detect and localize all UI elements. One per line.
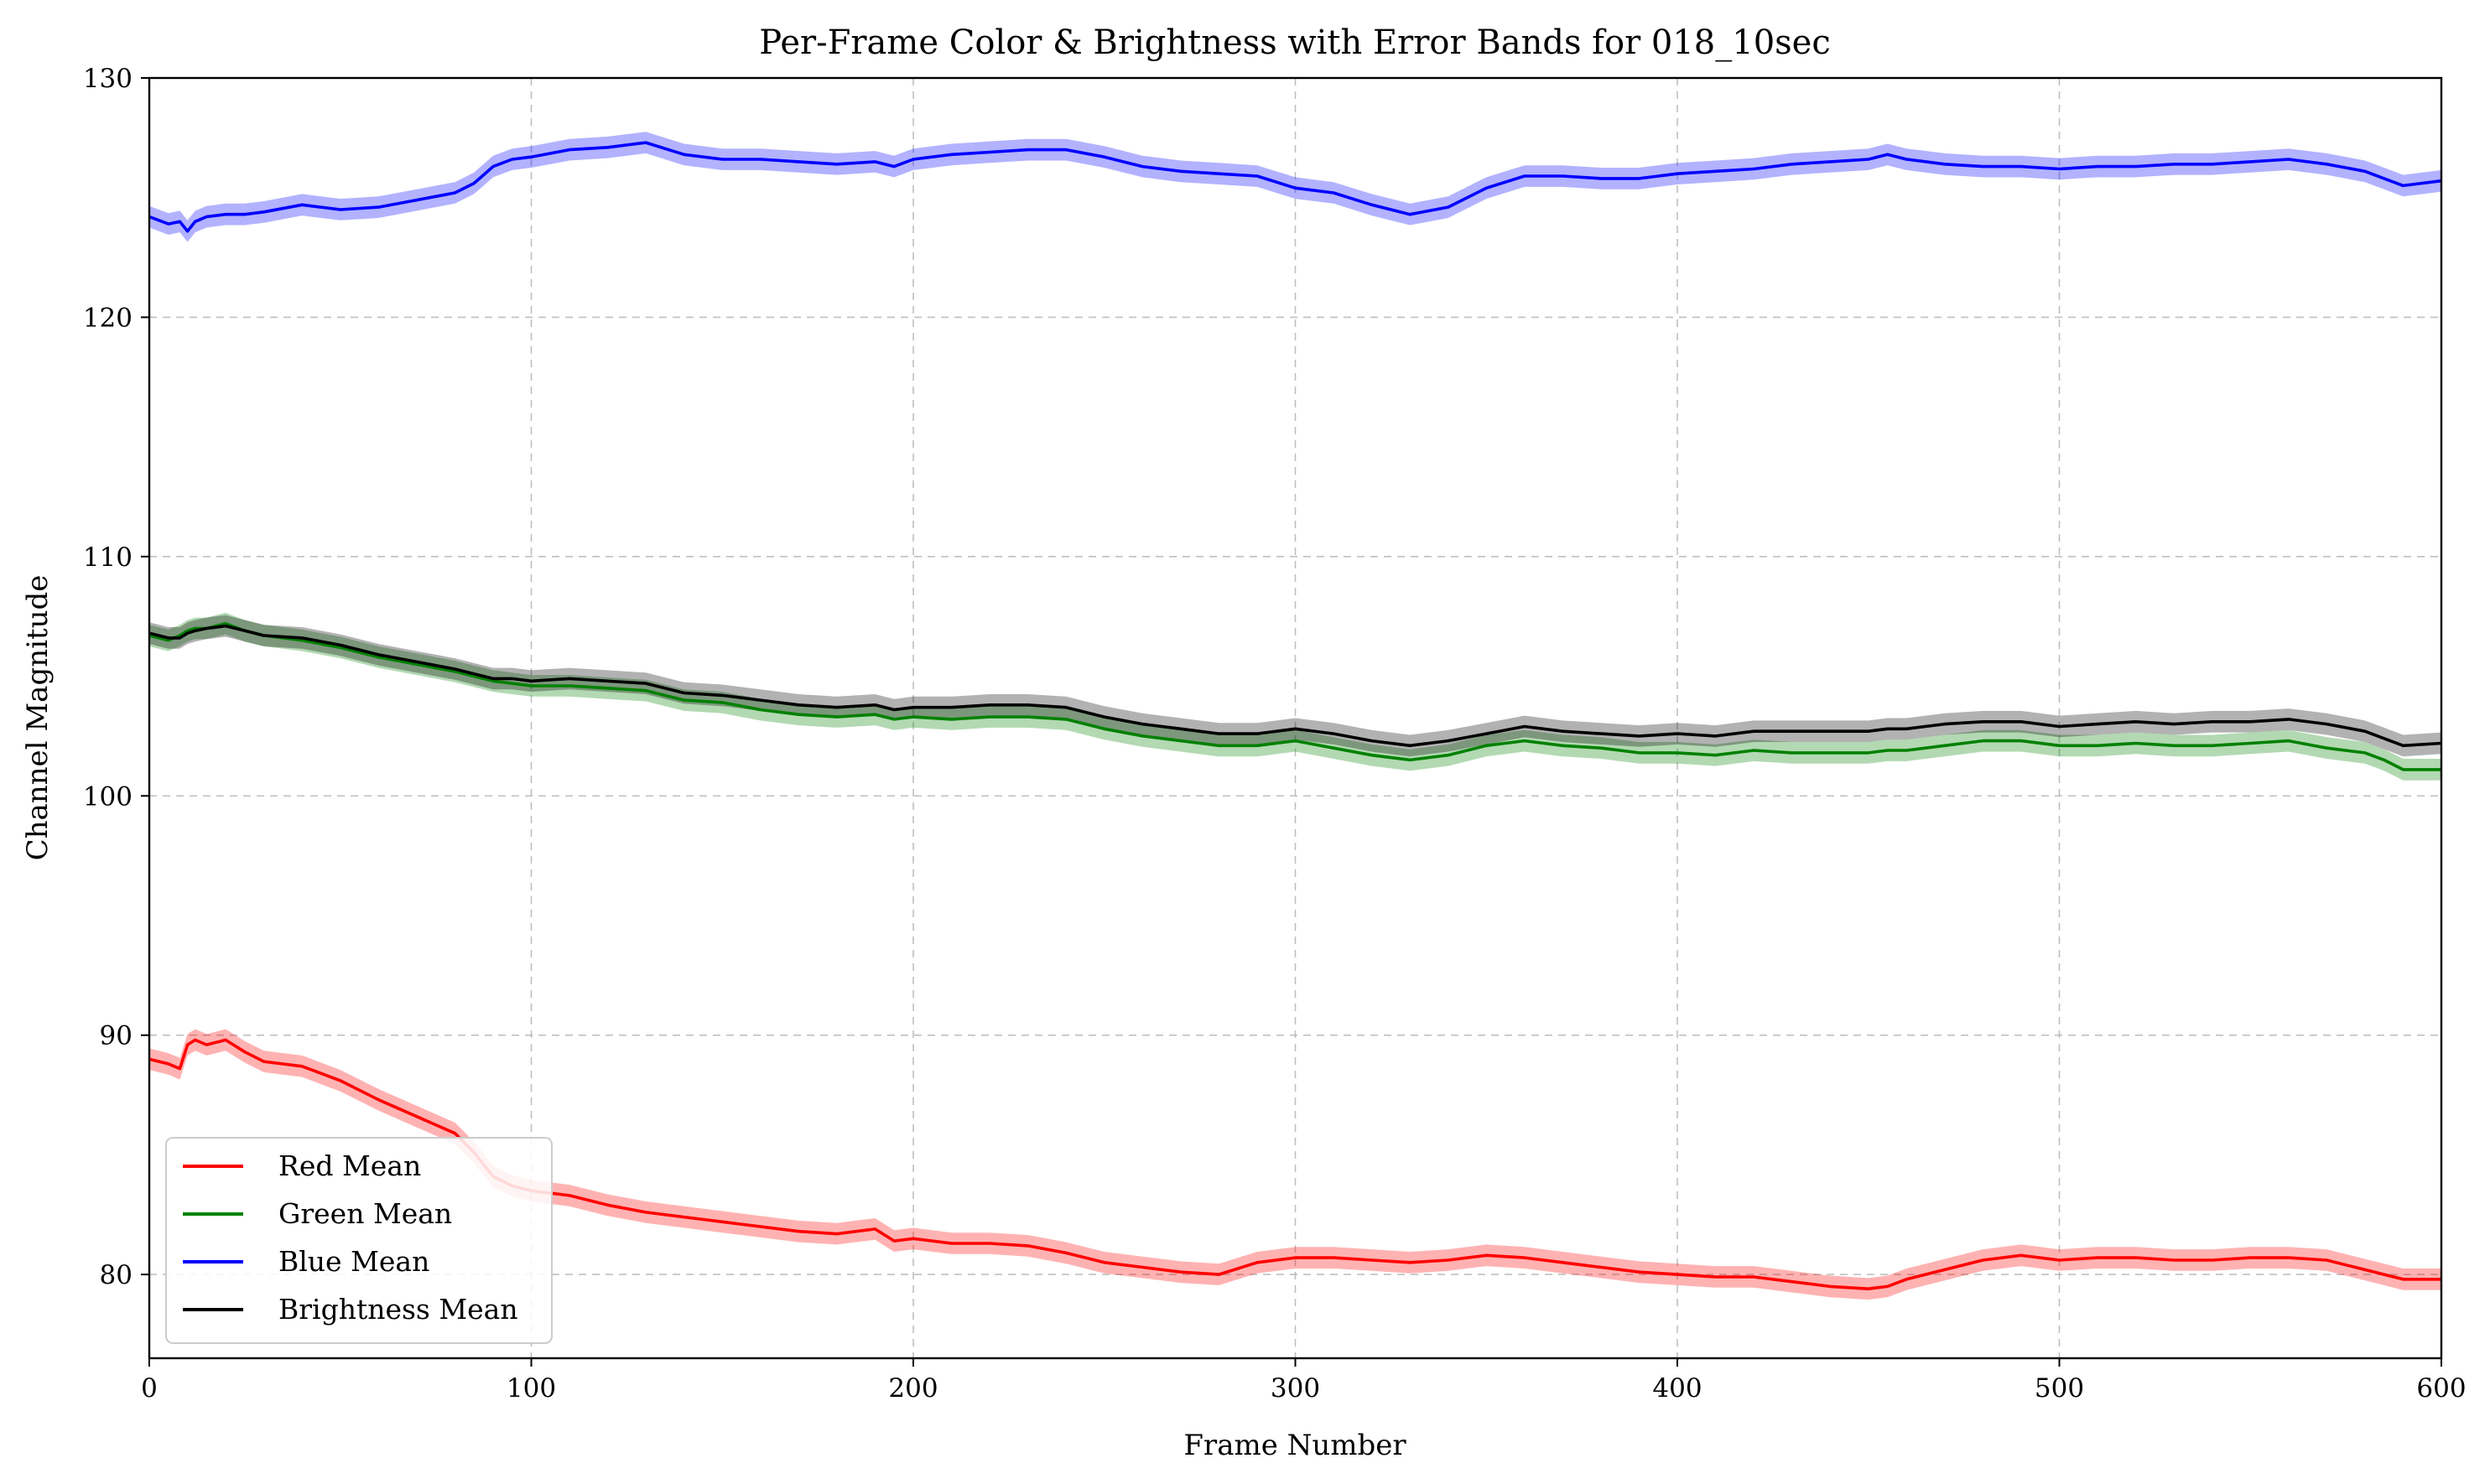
x-tick-label: 600 — [2416, 1373, 2466, 1404]
y-axis-label: Channel Magnitude — [21, 575, 55, 861]
chart-title: Per-Frame Color & Brightness with Error … — [759, 23, 1831, 62]
blue-mean-line — [148, 141, 2442, 233]
y-tick-label: 100 — [83, 781, 133, 812]
x-axis-label: Frame Number — [1183, 1429, 1406, 1462]
brightness-mean-legend-label: Brightness Mean — [278, 1293, 518, 1326]
y-tick-label: 130 — [83, 64, 133, 94]
x-tick-label: 200 — [888, 1373, 938, 1404]
y-tick-label: 110 — [83, 542, 133, 573]
x-tick-label: 100 — [507, 1373, 556, 1404]
brightness-mean-error-band — [149, 615, 2441, 757]
red-mean-legend-label: Red Mean — [278, 1149, 421, 1182]
legend: Red Mean Green Mean Blue Mean Brightness Me… — [165, 1137, 553, 1344]
axis-ticks: 0 100 200 300 400 500 600 80 90 100 110 120 130 — [83, 64, 2467, 1404]
x-tick-label: 300 — [1271, 1373, 1320, 1404]
green-mean-line — [148, 621, 2441, 771]
x-tick-label: 500 — [2035, 1373, 2084, 1404]
red-mean-line — [148, 1038, 2441, 1290]
blue-mean-legend-label: Blue Mean — [278, 1245, 429, 1278]
green-mean-legend-label: Green Mean — [278, 1197, 452, 1230]
y-tick-label: 80 — [100, 1260, 133, 1290]
red-mean-error-band — [149, 1029, 2441, 1300]
series-lines — [148, 141, 2442, 1290]
x-tick-label: 400 — [1652, 1373, 1702, 1404]
y-tick-label: 120 — [83, 303, 133, 333]
brightness-mean-line — [148, 624, 2442, 748]
legend-box — [165, 1137, 553, 1344]
green-mean-error-band — [149, 612, 2441, 781]
x-tick-label: 0 — [141, 1373, 158, 1404]
y-tick-label: 90 — [100, 1021, 133, 1051]
